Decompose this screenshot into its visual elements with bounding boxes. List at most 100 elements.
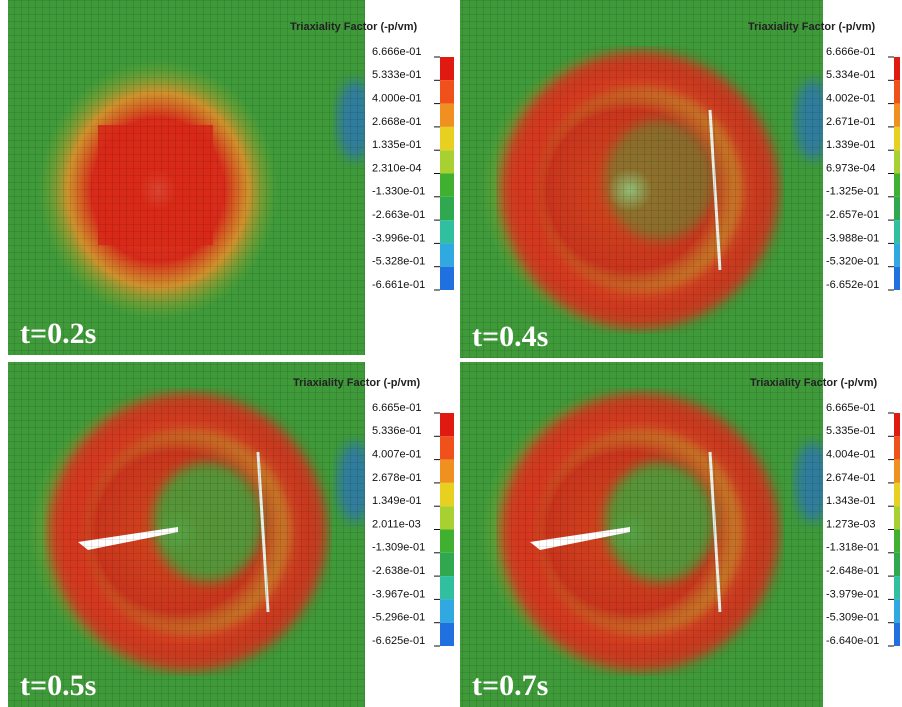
colorbar-segment (894, 220, 900, 243)
legend-label: 5.336e-01 (372, 425, 422, 437)
colorbar-segment (894, 576, 900, 599)
colorbar-segment (894, 413, 900, 436)
colorbar-segment (440, 267, 454, 290)
colorbar-segment (894, 599, 900, 622)
contour-image (460, 362, 831, 707)
legend-label: 5.333e-01 (372, 69, 422, 81)
legend-label: -6.640e-01 (826, 635, 879, 647)
legend-label: 5.334e-01 (826, 69, 876, 81)
mesh (460, 0, 823, 358)
legend-label: -1.318e-01 (826, 542, 879, 554)
colorbar-segment (440, 104, 454, 127)
page: {"panels": [ {"time_label": "t=0.2s", "l… (0, 0, 902, 707)
legend-label: 6.666e-01 (826, 46, 876, 58)
time-label: t=0.4s (472, 320, 548, 353)
legend-label: 2.674e-01 (826, 472, 876, 484)
colorbar-segment (440, 436, 454, 459)
legend-label: -2.648e-01 (826, 565, 879, 577)
time-label: t=0.5s (20, 669, 96, 702)
legend-label: 1.335e-01 (372, 139, 422, 151)
legend-label: -1.325e-01 (826, 186, 879, 198)
panel: t=0.4s Triaxiality Factor (-p/vm) 6.666e-0… (460, 0, 900, 358)
legend-label: 2.310e-04 (372, 162, 422, 174)
legend-label: -1.309e-01 (372, 542, 425, 554)
legend-label: -2.638e-01 (372, 565, 425, 577)
legend-label: 1.349e-01 (372, 495, 422, 507)
colorbar-segment (440, 197, 454, 220)
legend-label: 1.273e-03 (826, 518, 876, 530)
colorbar-segment (440, 576, 454, 599)
legend-label: 4.007e-01 (372, 449, 422, 461)
legend-label: 6.665e-01 (826, 402, 876, 414)
colorbar-segment (894, 460, 900, 483)
legend-label: -5.328e-01 (372, 256, 425, 268)
legend-title: Triaxiality Factor (-p/vm) (748, 21, 875, 33)
colorbar-segment (894, 267, 900, 290)
colorbar-segment (440, 150, 454, 173)
colorbar-segment (440, 553, 454, 576)
legend-label: -5.309e-01 (826, 612, 879, 624)
legend-label: 2.671e-01 (826, 116, 876, 128)
colorbar-segment (440, 530, 454, 553)
colorbar-segment (894, 80, 900, 103)
legend-title: Triaxiality Factor (-p/vm) (750, 377, 877, 389)
legend-label: -3.967e-01 (372, 588, 425, 600)
colorbar-segment (440, 599, 454, 622)
colorbar-segment (894, 150, 900, 173)
panel: t=0.7s Triaxiality Factor (-p/vm) 6.665e-0… (460, 362, 900, 707)
panel: t=0.2s Triaxiality Factor (-p/vm) 6.666e-0… (8, 0, 454, 355)
legend-label: -3.979e-01 (826, 588, 879, 600)
mesh (460, 362, 823, 707)
mesh (8, 362, 365, 707)
colorbar-segment (894, 57, 900, 80)
colorbar-segment (894, 530, 900, 553)
legend-label: 1.339e-01 (826, 139, 876, 151)
colorbar-segment (894, 243, 900, 266)
contour-image (460, 0, 831, 358)
time-label: t=0.2s (20, 317, 96, 350)
legend-label: -5.296e-01 (372, 612, 425, 624)
colorbar-segment (440, 57, 454, 80)
contour-image (8, 0, 373, 355)
legend-label: -6.625e-01 (372, 635, 425, 647)
figure: t=0.2s Triaxiality Factor (-p/vm) 6.666e-0… (0, 0, 902, 707)
legend-label: -2.663e-01 (372, 209, 425, 221)
colorbar-segment (440, 506, 454, 529)
legend-label: -3.988e-01 (826, 232, 879, 244)
mesh (8, 0, 365, 355)
legend-label: 1.343e-01 (826, 495, 876, 507)
legend-title: Triaxiality Factor (-p/vm) (293, 377, 420, 389)
legend-label: 2.011e-03 (372, 518, 421, 530)
colorbar-segment (894, 506, 900, 529)
panel: t=0.5s Triaxiality Factor (-p/vm) 6.665e-0… (8, 362, 454, 707)
legend-title: Triaxiality Factor (-p/vm) (290, 21, 417, 33)
colorbar-segment (440, 243, 454, 266)
colorbar-segment (894, 174, 900, 197)
legend-label: 4.004e-01 (826, 449, 876, 461)
contour-image (8, 362, 373, 707)
colorbar-segment (894, 127, 900, 150)
legend-label: 2.678e-01 (372, 472, 422, 484)
legend-label: -1.330e-01 (372, 186, 425, 198)
colorbar-segment (894, 436, 900, 459)
legend-label: 5.335e-01 (826, 425, 876, 437)
legend-label: 6.973e-04 (826, 162, 876, 174)
colorbar-segment (440, 483, 454, 506)
legend-label: 4.002e-01 (826, 93, 876, 105)
colorbar-segment (440, 127, 454, 150)
legend-label: 2.668e-01 (372, 116, 422, 128)
legend-label: -6.661e-01 (372, 279, 425, 291)
colorbar-segment (440, 460, 454, 483)
legend-label: 4.000e-01 (372, 93, 422, 105)
colorbar-segment (894, 623, 900, 646)
colorbar-segment (894, 197, 900, 220)
time-label: t=0.7s (472, 669, 548, 702)
legend-label: 6.666e-01 (372, 46, 422, 58)
colorbar-segment (440, 174, 454, 197)
colorbar-segment (894, 483, 900, 506)
legend-label: 6.665e-01 (372, 402, 422, 414)
legend-label: -6.652e-01 (826, 279, 879, 291)
legend-label: -2.657e-01 (826, 209, 879, 221)
legend-label: -5.320e-01 (826, 256, 879, 268)
colorbar-segment (440, 623, 454, 646)
